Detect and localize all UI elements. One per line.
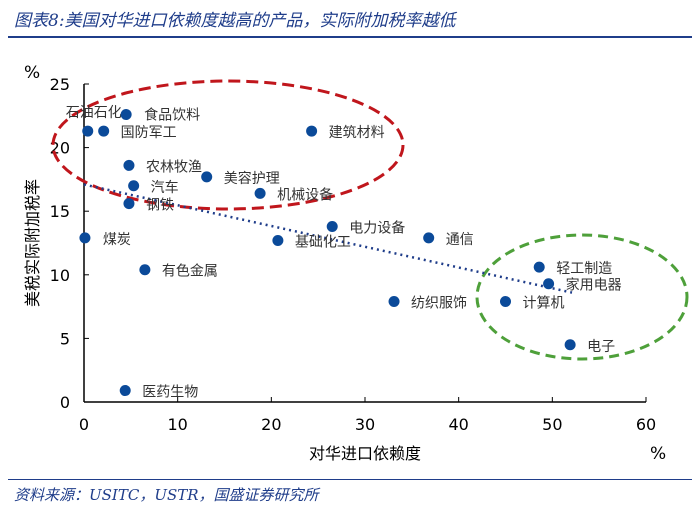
point-label: 有色金属	[162, 263, 218, 280]
figure-title: 图表8:美国对华进口依赖度越高的产品，实际附加税率越低	[14, 11, 456, 31]
point-label: 农林牧渔	[146, 159, 202, 175]
point-label: 医药生物	[142, 385, 198, 401]
point-label: 煤炭	[103, 232, 131, 248]
y-tick-label: 15	[50, 202, 70, 221]
data-point	[82, 125, 94, 137]
data-point	[533, 261, 545, 273]
point-label: 石油石化	[66, 105, 122, 121]
data-point	[123, 159, 135, 171]
green-dashed-ellipse	[475, 233, 689, 361]
point-label: 通信	[446, 232, 474, 248]
data-point	[388, 296, 400, 308]
point-label: 电力设备	[349, 219, 405, 236]
x-tick-label: 60	[636, 415, 656, 434]
data-point	[201, 171, 213, 183]
data-point	[139, 264, 151, 276]
data-point	[254, 187, 266, 199]
source-note: 资料来源：USITC，USTR，国盛证券研究所	[14, 486, 319, 504]
data-point	[500, 296, 511, 308]
data-point	[123, 198, 135, 210]
data-point	[306, 125, 318, 137]
point-label: 家用电器	[566, 277, 622, 294]
y-tick-label: 25	[50, 75, 70, 94]
x-tick-label: 40	[448, 415, 468, 434]
x-unit-label: %	[650, 444, 666, 464]
point-label: 基础化工	[295, 233, 351, 250]
y-tick-label: 5	[60, 329, 70, 348]
data-point	[423, 232, 435, 244]
y-tick-label: 0	[60, 393, 70, 412]
y-unit-label: %	[24, 63, 40, 83]
point-label: 食品饮料	[144, 107, 200, 124]
point-label: 轻工制造	[556, 261, 612, 277]
data-point	[326, 220, 338, 232]
x-tick-label: 20	[261, 415, 281, 434]
title-divider	[8, 36, 692, 38]
data-point	[98, 125, 110, 137]
x-axis-title: 对华进口依赖度	[309, 444, 421, 463]
red-dashed-ellipse	[51, 79, 405, 211]
point-label: 钢铁	[146, 198, 174, 214]
point-label: 美容护理	[224, 170, 280, 187]
data-point	[79, 232, 91, 244]
y-tick-label: 10	[50, 266, 70, 285]
point-label: 机械设备	[277, 186, 333, 203]
point-label: 建筑材料	[329, 125, 385, 141]
x-tick-label: 10	[167, 415, 187, 434]
data-point	[564, 339, 576, 351]
point-label: 汽车	[151, 179, 179, 196]
point-label: 计算机	[523, 296, 565, 312]
point-label: 国防军工	[121, 125, 177, 141]
point-label: 电子	[587, 339, 615, 355]
data-point	[120, 109, 132, 121]
data-point	[119, 385, 131, 397]
x-tick-label: 30	[355, 415, 375, 434]
y-axis-title: 美税实际附加税率	[23, 179, 42, 307]
footer-divider	[8, 479, 692, 480]
x-tick-label: 50	[542, 415, 562, 434]
point-label: 纺织服饰	[411, 296, 467, 312]
data-point	[272, 234, 284, 246]
x-tick-label: 0	[79, 415, 89, 434]
data-point	[128, 180, 140, 192]
data-point	[543, 278, 555, 290]
